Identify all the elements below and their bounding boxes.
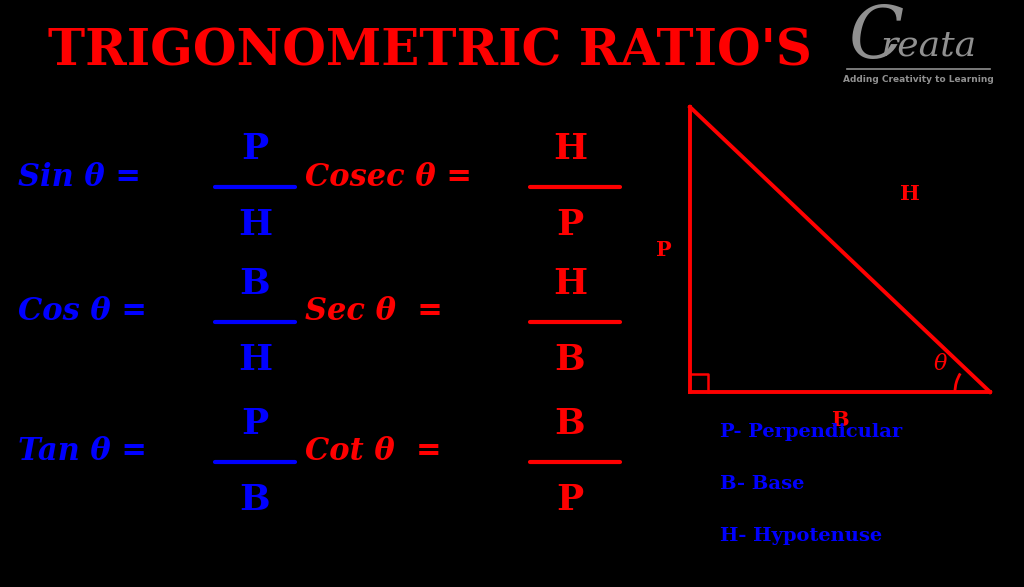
Text: Tan θ =: Tan θ = <box>18 437 146 467</box>
Text: B- Base: B- Base <box>720 475 805 493</box>
Text: Cot θ  =: Cot θ = <box>305 437 441 467</box>
Text: TRIGONOMETRIC RATIO'S: TRIGONOMETRIC RATIO'S <box>48 28 812 76</box>
Text: P: P <box>556 208 584 242</box>
Text: H: H <box>238 343 272 377</box>
Text: Cosec θ =: Cosec θ = <box>305 161 472 193</box>
Text: H- Hypotenuse: H- Hypotenuse <box>720 527 882 545</box>
Text: P: P <box>656 239 672 259</box>
Text: P: P <box>556 483 584 517</box>
Text: Sin θ =: Sin θ = <box>18 161 141 193</box>
Text: B: B <box>831 410 849 430</box>
Text: Adding Creativity to Learning: Adding Creativity to Learning <box>843 76 993 85</box>
Text: P- Perpendicular: P- Perpendicular <box>720 423 902 441</box>
Text: Cos θ =: Cos θ = <box>18 296 146 328</box>
Text: reata: reata <box>880 28 976 62</box>
Text: P: P <box>242 132 268 166</box>
Text: B: B <box>240 483 270 517</box>
Text: B: B <box>240 267 270 301</box>
Text: Sec θ  =: Sec θ = <box>305 296 442 328</box>
Text: B: B <box>555 407 586 441</box>
Text: P: P <box>242 407 268 441</box>
Text: H: H <box>238 208 272 242</box>
Text: θ: θ <box>933 353 946 375</box>
Text: H: H <box>900 184 920 204</box>
Text: B: B <box>555 343 586 377</box>
Text: H: H <box>553 132 587 166</box>
Text: H: H <box>553 267 587 301</box>
Text: C: C <box>848 4 903 75</box>
